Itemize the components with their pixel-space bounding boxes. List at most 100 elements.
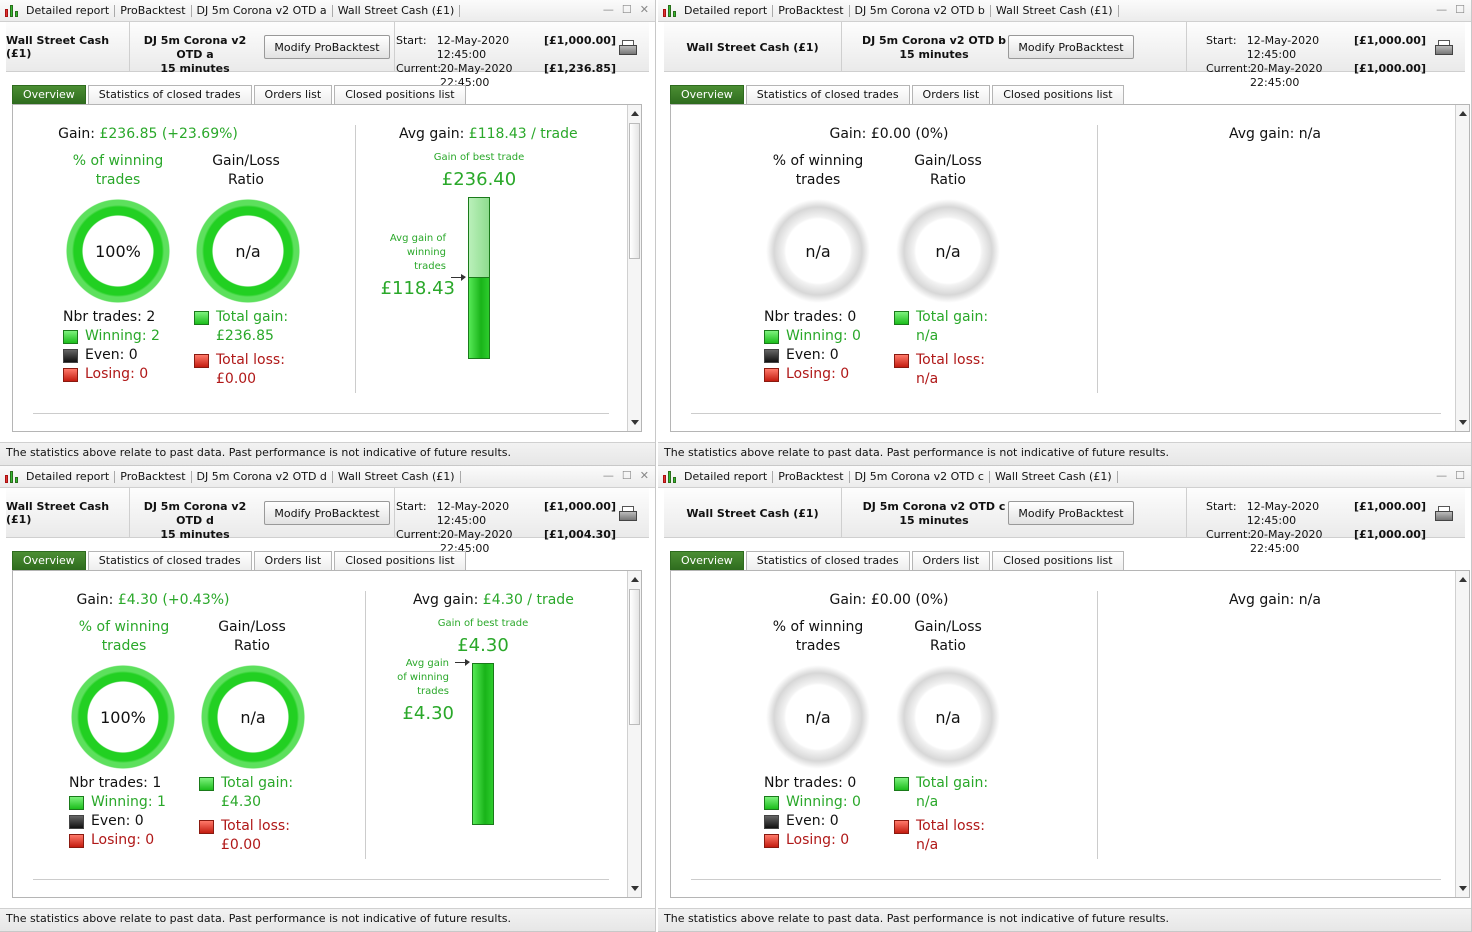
total-loss-value: £0.00 [216, 371, 257, 387]
minimize-icon[interactable]: — [602, 3, 614, 16]
scroll-down-icon[interactable] [631, 886, 639, 891]
winning-pct-ring: n/a [766, 665, 870, 769]
disclaimer: The statistics above relate to past data… [6, 446, 511, 459]
ratio-caption: Gain/Loss Ratio [883, 618, 1013, 656]
maximize-icon[interactable]: ☐ [621, 469, 632, 482]
total-gain-label: Total gain: [216, 309, 289, 325]
scroll-up-icon[interactable] [631, 577, 639, 582]
tab-statistics[interactable]: Statistics of closed trades [745, 85, 910, 104]
scroll-thumb[interactable] [629, 123, 640, 259]
scroll-up-icon[interactable] [1459, 577, 1467, 582]
modify-probacktest-button[interactable]: Modify ProBacktest [1008, 501, 1134, 525]
minimize-icon[interactable]: — [602, 469, 614, 482]
ratio-caption: Gain/Loss Ratio [883, 152, 1013, 190]
title-bar[interactable]: Detailed report ProBacktest DJ 5m Corona… [0, 0, 655, 22]
maximize-icon[interactable]: ☐ [621, 3, 632, 16]
current-amount: [£1,004.30] [544, 528, 616, 541]
scroll-thumb[interactable] [629, 589, 640, 725]
title-bar[interactable]: Detailed report ProBacktest DJ 5m Corona… [0, 466, 655, 488]
ratio-value: n/a [235, 241, 261, 261]
avg-gain-value: n/a [1298, 592, 1321, 608]
modify-probacktest-button[interactable]: Modify ProBacktest [1008, 35, 1134, 59]
system-name: DJ 5m Corona v2 OTD d 15 minutes [130, 500, 260, 542]
total-gain-swatch [894, 776, 909, 791]
gain-label: Gain: [76, 592, 114, 608]
tab-closed-positions[interactable]: Closed positions list [992, 85, 1124, 104]
tab-statistics[interactable]: Statistics of closed trades [87, 85, 252, 104]
scroll-down-icon[interactable] [1459, 886, 1467, 891]
vertical-scrollbar[interactable] [627, 571, 641, 897]
modify-probacktest-button[interactable]: Modify ProBacktest [264, 35, 390, 59]
tab-orders[interactable]: Orders list [911, 551, 991, 570]
tab-closed-positions[interactable]: Closed positions list [334, 85, 466, 104]
total-loss-value: n/a [916, 837, 939, 853]
losing-swatch [764, 367, 779, 382]
printer-icon[interactable] [1435, 40, 1453, 55]
printer-icon[interactable] [1435, 506, 1453, 521]
avg-arrow-icon [451, 274, 466, 281]
avg-gain-label: Avg gain: [1229, 592, 1295, 608]
gain-label: Gain: [58, 126, 96, 142]
caption-line: Gain/Loss [218, 619, 286, 635]
minimize-icon[interactable]: — [1436, 469, 1448, 482]
start-label: Start: [396, 34, 427, 47]
tab-overview[interactable]: Overview [12, 551, 86, 570]
report-window-otd-b: Detailed report ProBacktest DJ 5m Corona… [658, 0, 1472, 466]
winning-count: Winning: 0 [786, 328, 861, 344]
title-bar[interactable]: Detailed report ProBacktest DJ 5m Corona… [658, 466, 1471, 488]
start-amount: [£1,000.00] [544, 34, 616, 47]
timeframe: 15 minutes [160, 62, 230, 75]
vertical-scrollbar[interactable] [1455, 105, 1469, 431]
start-amount: [£1,000.00] [544, 500, 616, 513]
winning-swatch [764, 795, 779, 810]
tab-closed-positions[interactable]: Closed positions list [992, 551, 1124, 570]
start-date: 12-May-2020 12:45:00 [1246, 500, 1320, 527]
scroll-down-icon[interactable] [1459, 420, 1467, 425]
vertical-scrollbar[interactable] [1455, 571, 1469, 897]
crumb-probacktest: ProBacktest [773, 4, 850, 17]
tab-overview[interactable]: Overview [12, 85, 86, 104]
ratio-value: n/a [240, 707, 266, 727]
scroll-down-icon[interactable] [631, 420, 639, 425]
tab-statistics[interactable]: Statistics of closed trades [87, 551, 252, 570]
tab-orders[interactable]: Orders list [253, 85, 333, 104]
tab-overview[interactable]: Overview [670, 551, 744, 570]
gain-loss-totals: Total gain: n/a Total loss: n/a [894, 308, 988, 389]
minimize-icon[interactable]: — [1436, 3, 1448, 16]
title-bar[interactable]: Detailed report ProBacktest DJ 5m Corona… [658, 0, 1471, 22]
tab-orders[interactable]: Orders list [253, 551, 333, 570]
instrument-name: Wall Street Cash (£1) [664, 488, 842, 538]
tab-orders[interactable]: Orders list [911, 85, 991, 104]
gain-label: Gain: [829, 126, 867, 142]
instrument-name: Wall Street Cash (£1) [6, 22, 130, 72]
crumb-report: Detailed report [679, 470, 774, 483]
trade-counts: Nbr trades: 0 Winning: 0 Even: 0 Losing:… [764, 774, 861, 850]
system-title: DJ 5m Corona v2 OTD d [143, 500, 247, 527]
close-icon[interactable]: ✕ [639, 3, 649, 16]
modify-probacktest-button[interactable]: Modify ProBacktest [264, 501, 390, 525]
tab-closed-positions[interactable]: Closed positions list [334, 551, 466, 570]
tab-statistics[interactable]: Statistics of closed trades [745, 551, 910, 570]
vertical-scrollbar[interactable] [627, 105, 641, 431]
date-summary: Start: 12-May-2020 12:45:00 [£1,000.00] Cu… [1206, 500, 1426, 556]
printer-icon[interactable] [619, 40, 637, 55]
scroll-up-icon[interactable] [1459, 111, 1467, 116]
crumb-system: DJ 5m Corona v2 OTD a [192, 4, 333, 17]
printer-icon[interactable] [619, 506, 637, 521]
disclaimer: The statistics above relate to past data… [6, 912, 511, 925]
caption-line: % of winning [72, 153, 164, 169]
winning-pct-value: 100% [100, 707, 146, 727]
maximize-icon[interactable]: ☐ [1455, 469, 1465, 482]
scroll-up-icon[interactable] [631, 111, 639, 116]
avg-winning-value: £4.30 [402, 703, 454, 724]
avg-gain-label: Avg gain: [413, 592, 479, 608]
close-icon[interactable]: ✕ [639, 469, 649, 482]
best-trade-value: £236.40 [441, 169, 517, 190]
winning-pct-value: n/a [805, 707, 831, 727]
gain-value: £236.85 (+23.69%) [99, 126, 238, 142]
total-loss-value: £0.00 [221, 837, 262, 853]
maximize-icon[interactable]: ☐ [1455, 3, 1465, 16]
gain-summary: Gain: £0.00 (0%) [749, 592, 1029, 608]
tab-overview[interactable]: Overview [670, 85, 744, 104]
losing-count: Losing: 0 [786, 366, 850, 382]
